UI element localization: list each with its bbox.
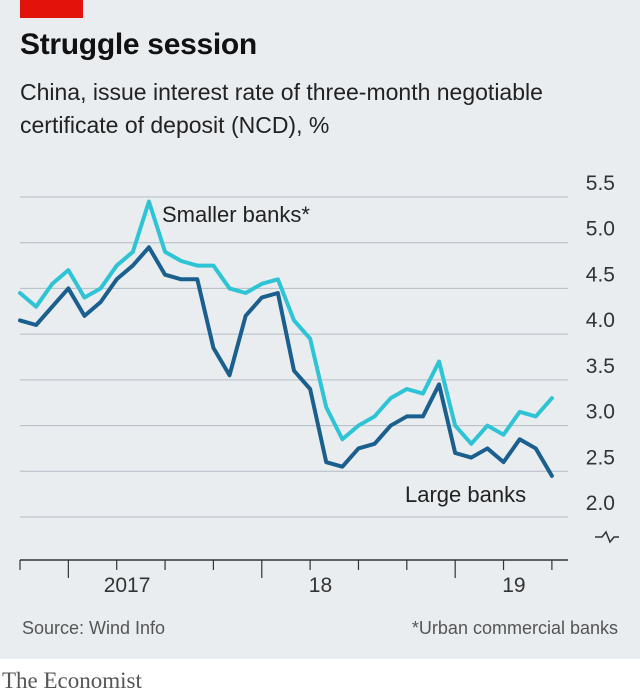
y-tick-label: 2.5 bbox=[586, 446, 615, 469]
y-tick-label: 4.0 bbox=[586, 309, 615, 332]
line-chart: 2.0 2.5 3.0 3.5 4.0 4.5 5.0 5.5 2017 18 19 Smaller … bbox=[18, 172, 619, 597]
y-tick-label: 5.0 bbox=[586, 218, 615, 241]
annotation-large-banks: Large banks bbox=[405, 482, 526, 507]
x-tick-label: 19 bbox=[502, 574, 525, 597]
economist-logo-text: The Economist bbox=[2, 668, 142, 693]
chart-subtitle: China, issue interest rate of three-mont… bbox=[20, 79, 543, 138]
footnote: *Urban commercial banks bbox=[411, 618, 618, 638]
series-line-smaller-banks bbox=[18, 199, 554, 446]
brand-accent-bar bbox=[20, 0, 83, 18]
chart-title: Struggle session bbox=[20, 28, 257, 61]
y-tick-label: 3.5 bbox=[586, 355, 615, 378]
y-tick-label: 3.0 bbox=[586, 401, 615, 424]
x-tick-label: 18 bbox=[309, 574, 332, 597]
x-tick-label: 2017 bbox=[104, 574, 151, 597]
source-note: Source: Wind Info bbox=[22, 618, 166, 638]
annotation-smaller-banks: Smaller banks* bbox=[162, 202, 310, 227]
series-line-large-banks bbox=[18, 245, 554, 478]
y-tick-label: 5.5 bbox=[586, 172, 615, 195]
y-tick-label: 4.5 bbox=[586, 263, 615, 286]
chart-panel bbox=[0, 0, 640, 659]
axis-break-icon bbox=[595, 530, 619, 544]
y-tick-label: 2.0 bbox=[586, 492, 615, 515]
